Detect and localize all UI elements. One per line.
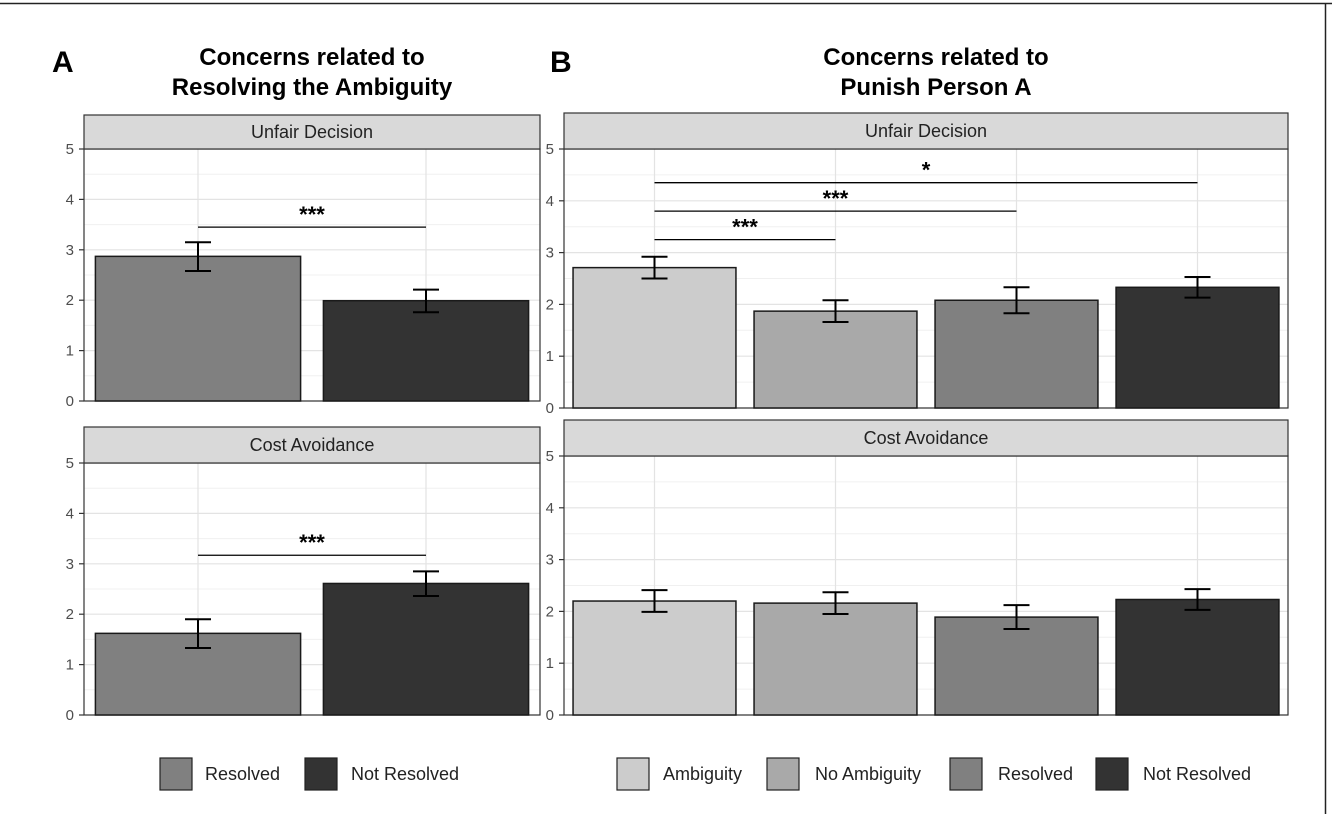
facet-strip [83, 114, 541, 150]
y-tick-label: 2 [546, 603, 554, 620]
facet-strip-label: Cost Avoidance [864, 428, 989, 448]
y-tick-label: 4 [546, 500, 554, 517]
y-tick-label: 1 [66, 343, 74, 360]
facet-strip [563, 112, 1289, 150]
facet-strip-label: Cost Avoidance [250, 435, 375, 455]
y-tick-label: 2 [546, 296, 554, 313]
legend-b: Ambiguity No Ambiguity Resolved Not Reso… [616, 757, 1251, 791]
y-tick-label: 4 [66, 505, 74, 522]
panel-b-letter: B [550, 46, 572, 79]
y-tick-label: 0 [66, 707, 74, 724]
bar-not-resolved [322, 582, 530, 716]
bar-no-ambiguity [753, 602, 918, 716]
significance-label: * [922, 158, 931, 183]
bar-resolved [934, 299, 1099, 409]
y-tick-label: 0 [546, 400, 554, 417]
significance-label: *** [823, 186, 849, 211]
significance-label: *** [732, 215, 758, 240]
panel-b-title-line-2: Punish Person A [840, 74, 1031, 101]
panel-a-title-line-1: Concerns related to [199, 44, 424, 71]
facet-a-unfair-decision: Unfair Decision 0 1 2 3 4 5 *** [66, 114, 541, 410]
y-tick-label: 1 [546, 655, 554, 672]
y-tick-label: 3 [546, 552, 554, 569]
facet-panels: Unfair Decision 0 1 2 3 4 5 *** Cost Avoidance 0 1… [66, 112, 1289, 724]
bar-resolved [934, 616, 1099, 716]
bar-not-resolved [1115, 286, 1280, 409]
y-tick-label: 5 [66, 141, 74, 158]
y-tick-label: 3 [546, 245, 554, 262]
legend-b-label-not-resolved: Not Resolved [1143, 764, 1251, 784]
facet-strip-label: Unfair Decision [251, 122, 373, 142]
legend-a: Resolved Not Resolved [159, 757, 459, 791]
legend-a-label-resolved: Resolved [205, 764, 280, 784]
y-tick-label: 4 [546, 193, 554, 210]
facet-strip-label: Unfair Decision [865, 121, 987, 141]
legend-b-swatch-resolved [949, 757, 983, 791]
y-tick-label: 2 [66, 606, 74, 623]
facet-b-cost-avoidance: Cost Avoidance 0 1 2 3 4 5 [546, 419, 1289, 724]
legend-b-label-no-ambiguity: No Ambiguity [815, 764, 921, 784]
y-tick-label: 2 [66, 292, 74, 309]
panel-a-title-line-2: Resolving the Ambiguity [172, 74, 453, 101]
facet-a-cost-avoidance: Cost Avoidance 0 1 2 3 4 5 *** [66, 426, 541, 724]
bar-ambiguity [572, 600, 737, 716]
y-tick-label: 5 [546, 141, 554, 158]
significance-label: *** [299, 202, 325, 227]
bar-not-resolved [1115, 598, 1280, 716]
bar-no-ambiguity [753, 310, 918, 409]
y-tick-label: 5 [546, 448, 554, 465]
y-tick-label: 5 [66, 455, 74, 472]
legend-b-label-resolved: Resolved [998, 764, 1073, 784]
y-tick-label: 0 [546, 707, 554, 724]
y-tick-label: 0 [66, 393, 74, 410]
legend-b-swatch-not-resolved [1095, 757, 1129, 791]
bar-resolved [94, 255, 302, 402]
legend-b-swatch-ambiguity [616, 757, 650, 791]
bar-ambiguity [572, 266, 737, 409]
y-tick-label: 1 [546, 348, 554, 365]
panel-b-title-line-1: Concerns related to [823, 44, 1048, 71]
y-tick-label: 1 [66, 657, 74, 674]
legend-b-label-ambiguity: Ambiguity [663, 764, 742, 784]
legend-b-swatch-no-ambiguity [766, 757, 800, 791]
y-tick-label: 3 [66, 242, 74, 259]
legend-a-swatch-not-resolved [304, 757, 338, 791]
bar-not-resolved [322, 299, 530, 402]
y-tick-label: 4 [66, 191, 74, 208]
legend-a-swatch-resolved [159, 757, 193, 791]
y-tick-label: 3 [66, 556, 74, 573]
panel-a-letter: A [52, 46, 74, 79]
significance-label: *** [299, 530, 325, 555]
facet-strip [83, 426, 541, 464]
facet-strip [563, 419, 1289, 457]
legend-a-label-not-resolved: Not Resolved [351, 764, 459, 784]
